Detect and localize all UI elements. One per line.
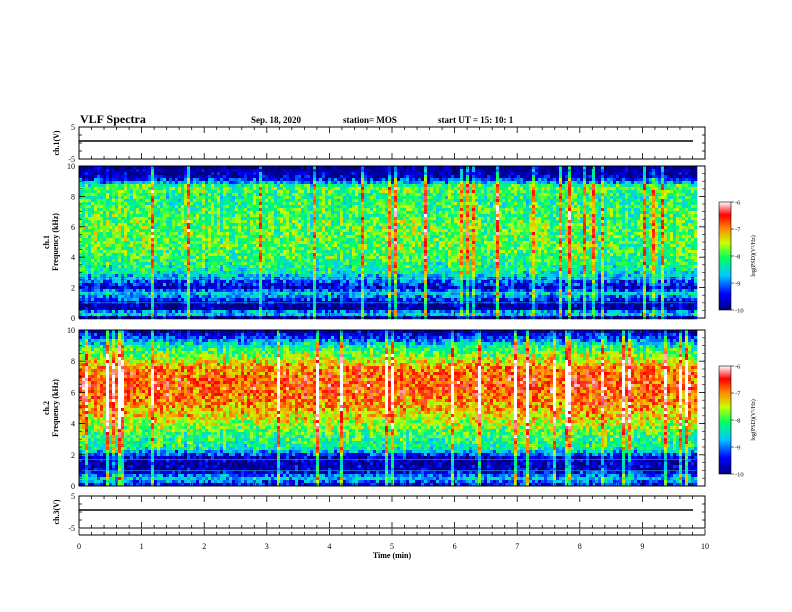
colorbar-tick-label: -10 [735, 472, 744, 479]
date-label: Sep. 18, 2020 [251, 115, 301, 125]
colorbar-label: log(PSD)(V²/Hz) [750, 235, 757, 276]
x-ticks [78, 496, 706, 528]
y-tick-label: 10 [67, 162, 75, 171]
x-tick-label: 3 [265, 542, 269, 551]
spectrogram-panel-2: 0 2 4 6 8 10 ch.2 Frequency (kHz) [42, 326, 706, 491]
x-tick-label: 1 [140, 542, 144, 551]
colorbar: -6 -7 -8 -9 -10 log(PSD)(V²/Hz) [718, 364, 757, 479]
x-ticks [78, 127, 706, 159]
voltage-panel-3: 5 -5 ch.3(V) [52, 492, 706, 533]
x-tick-label: 5 [390, 542, 394, 551]
x-tick-label: 9 [640, 542, 644, 551]
colorbar-tick-label: -7 [735, 227, 741, 234]
colorbar-tick-label: -7 [735, 391, 741, 398]
x-axis-label: Time (min) [373, 551, 412, 560]
x-tick-label: 4 [327, 542, 331, 551]
y-tick-label: 6 [71, 223, 75, 232]
x-tick-label: 8 [578, 542, 582, 551]
y-tick-label: 5 [71, 492, 75, 501]
y-tick-label: -5 [68, 524, 75, 533]
x-tick-label: 7 [515, 542, 519, 551]
y-tick-label: 5 [71, 123, 75, 132]
colorbar-tick-label: -9 [735, 281, 740, 288]
y-tick-label: 6 [71, 388, 75, 397]
y-tick-label: 8 [71, 192, 75, 201]
y-axis-label: Frequency (kHz) [51, 213, 60, 271]
y-tick-label: 0 [71, 482, 75, 491]
start-time-label: start UT = 15: 10: 1 [438, 115, 513, 125]
y-tick-label: 0 [71, 314, 75, 323]
x-tick-label: 10 [701, 542, 709, 551]
colorbar-tick-label: -6 [735, 200, 741, 207]
colorbar-gradient [718, 201, 732, 311]
colorbar-tick-label: -8 [735, 418, 740, 425]
x-tick-label: 2 [202, 542, 206, 551]
x-ticks [78, 166, 706, 318]
x-axis: 0 1 2 3 4 5 6 7 8 9 10 Time (min) [77, 529, 709, 560]
colorbar-gradient [718, 365, 732, 475]
y-tick-label: 8 [71, 357, 75, 366]
y-axis-label: ch.3(V) [52, 499, 61, 524]
spectrogram-panel-1: 0 2 4 6 8 10 ch.1 Frequency (kHz) [42, 162, 706, 323]
colorbar-tick-label: -10 [735, 308, 744, 315]
y-tick-label: 4 [71, 420, 75, 429]
channel-label: ch.1 [42, 235, 51, 249]
y-tick-label: 10 [67, 326, 75, 335]
y-tick-label: 2 [71, 451, 75, 460]
x-tick-label: 0 [77, 542, 81, 551]
colorbar-tick-label: -6 [735, 364, 741, 371]
station-label: station= MOS [343, 115, 397, 125]
y-tick-label: -5 [68, 155, 75, 164]
voltage-panel-0: 5 -5 ch.1(V) [52, 123, 706, 164]
x-tick-label: 6 [453, 542, 457, 551]
y-axis-label: Frequency (kHz) [51, 379, 60, 437]
x-ticks [78, 330, 706, 486]
colorbar-label: log(PSD)(V²/Hz) [750, 399, 757, 440]
channel-label: ch.2 [42, 401, 51, 415]
chart-title: VLF Spectra [80, 112, 146, 127]
y-tick-label: 4 [71, 253, 75, 262]
y-tick-label: 2 [71, 284, 75, 293]
colorbar-tick-label: -8 [735, 254, 740, 261]
colorbar-tick-label: -9 [735, 445, 740, 452]
colorbar: -6 -7 -8 -9 -10 log(PSD)(V²/Hz) [718, 200, 757, 315]
y-axis-label: ch.1(V) [52, 130, 61, 155]
